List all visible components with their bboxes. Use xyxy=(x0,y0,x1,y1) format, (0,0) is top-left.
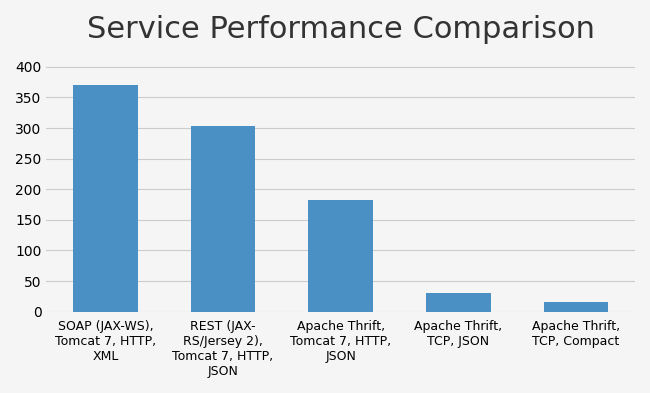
Bar xyxy=(190,126,255,312)
Title: Service Performance Comparison: Service Performance Comparison xyxy=(86,15,595,44)
Bar xyxy=(308,200,373,312)
Bar xyxy=(426,293,491,312)
Bar xyxy=(543,303,608,312)
Bar xyxy=(73,85,138,312)
